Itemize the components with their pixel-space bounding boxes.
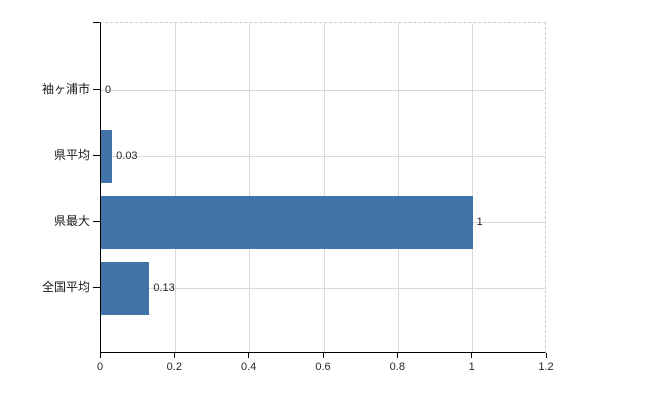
bar-value-label: 0	[105, 84, 112, 96]
y-axis-tick	[93, 155, 100, 156]
y-axis-end-tick	[93, 22, 100, 23]
x-axis-tick-label: 0	[96, 361, 104, 373]
bar-全国平均	[101, 261, 150, 315]
x-axis-tick	[545, 353, 547, 358]
category-label: 袖ヶ浦市	[41, 82, 90, 96]
x-axis-tick	[471, 353, 473, 358]
vertical-gridline	[174, 23, 176, 352]
vertical-gridline	[323, 23, 325, 352]
x-axis-tick	[173, 353, 175, 358]
x-axis-tick-label: 0.4	[241, 361, 257, 373]
x-axis-tick	[396, 353, 398, 358]
horizontal-gridline	[101, 90, 545, 91]
plot-area: 0 0.03 1 0.13	[100, 22, 546, 353]
bar-value-label: 0.13	[153, 282, 175, 294]
horizontal-gridline	[101, 156, 545, 157]
x-axis-tick-label: 0.2	[166, 361, 182, 373]
y-axis-tick	[93, 89, 100, 90]
x-axis-tick-label: 1	[468, 361, 475, 373]
y-axis-tick	[93, 287, 100, 288]
bar-県最大	[101, 195, 473, 249]
category-label: 県最大	[53, 214, 90, 228]
category-label: 県平均	[53, 148, 90, 162]
x-axis-tick-label: 1.2	[538, 361, 554, 373]
x-axis-tick-label: 0.6	[315, 361, 331, 373]
x-axis-tick	[99, 353, 101, 358]
horizontal-gridline	[101, 288, 545, 289]
x-axis-tick	[248, 353, 250, 358]
vertical-gridline	[249, 23, 251, 352]
y-axis-tick	[93, 221, 100, 222]
x-axis-tick	[322, 353, 324, 358]
x-axis-tick-label: 0.8	[389, 361, 405, 373]
bar-県平均	[101, 129, 113, 183]
category-label: 全国平均	[41, 280, 90, 294]
vertical-gridline	[397, 23, 399, 352]
bar-value-label: 1	[476, 216, 483, 228]
bar-value-label: 0.03	[116, 150, 138, 162]
vertical-gridline	[472, 23, 474, 352]
